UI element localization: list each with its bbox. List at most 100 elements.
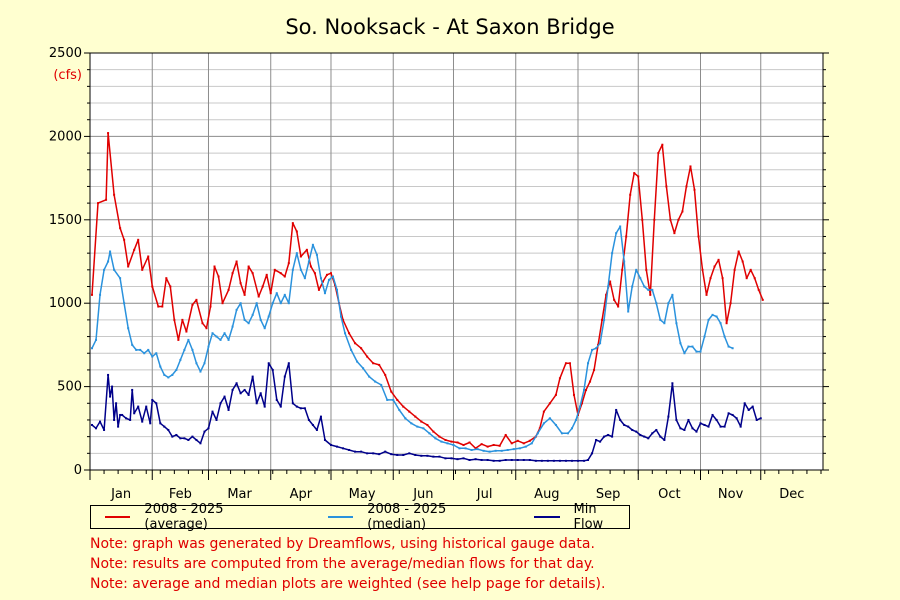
data-point [107,373,110,376]
data-point [757,288,760,291]
data-point [414,415,417,418]
data-point [374,380,377,383]
legend-label-median: 2008 - 2025 (median) [367,502,447,532]
data-point [215,335,218,338]
legend: 2008 - 2025 (average) 2008 - 2025 (media… [90,502,630,532]
y-tick-label: 1500 [49,213,82,228]
data-point [251,375,254,378]
data-point [677,218,680,221]
data-point [97,202,100,205]
data-point [420,420,423,423]
data-point [199,442,202,445]
data-point [350,348,353,351]
data-point [635,268,638,271]
data-point [402,453,405,456]
data-point [247,393,250,396]
data-point [105,198,108,201]
data-point [147,348,150,351]
data-point [661,143,664,146]
data-point [211,332,214,335]
data-point [243,388,246,391]
data-point [279,405,282,408]
data-point [474,447,477,450]
data-point [432,455,435,458]
data-point [271,368,274,371]
data-point [673,232,676,235]
x-tick-label: Sep [596,487,621,502]
data-point [581,402,584,405]
data-point [721,277,724,280]
data-point [239,392,242,395]
data-point [675,322,678,325]
data-point [631,285,634,288]
data-point [574,418,577,421]
data-point [121,413,124,416]
data-point [761,298,764,301]
data-point [426,423,429,426]
data-point [125,417,128,420]
data-point [649,293,652,296]
data-point [99,420,102,423]
data-point [209,305,212,308]
data-point [273,268,276,271]
data-point [360,347,363,350]
data-point [681,210,684,213]
data-point [703,335,706,338]
data-point [396,398,399,401]
y-tick-label: 2000 [49,129,82,144]
data-point [199,370,202,373]
data-point [751,405,754,408]
data-point [119,227,122,230]
data-point [259,392,262,395]
data-point [265,273,268,276]
data-point [291,222,294,225]
data-point [157,305,160,308]
data-point [434,437,437,440]
data-point [390,390,393,393]
data-point [269,292,272,295]
data-point [91,293,94,296]
data-point [633,172,636,175]
data-point [267,315,270,318]
data-point [619,225,622,228]
data-point [615,408,618,411]
data-point [99,293,102,296]
data-point [348,332,351,335]
data-point [331,275,334,278]
data-point [239,302,242,305]
data-point [707,425,710,428]
data-point [488,450,491,453]
data-point [504,458,507,461]
data-point [558,459,561,462]
data-point [127,327,130,330]
data-point [759,417,762,420]
data-point [595,347,598,350]
x-tick-label: Nov [718,487,744,502]
data-point [219,338,222,341]
data-point [129,418,132,421]
data-point [231,325,234,328]
data-point [655,302,658,305]
data-point [546,459,549,462]
data-point [480,443,483,446]
data-point [548,417,551,420]
data-point [675,418,678,421]
data-point [163,373,166,376]
data-point [360,450,363,453]
data-point [398,408,401,411]
data-point [621,268,624,271]
data-point [669,218,672,221]
data-point [727,412,730,415]
data-point [542,410,545,413]
data-point [450,440,453,443]
data-point [739,425,742,428]
y-tick-label: 2500 [49,46,82,61]
data-point [516,439,519,442]
data-point [195,298,198,301]
data-point [576,459,579,462]
data-point [305,248,308,251]
data-point [617,305,620,308]
data-point [536,432,539,435]
data-point [528,458,531,461]
data-point [498,444,501,447]
